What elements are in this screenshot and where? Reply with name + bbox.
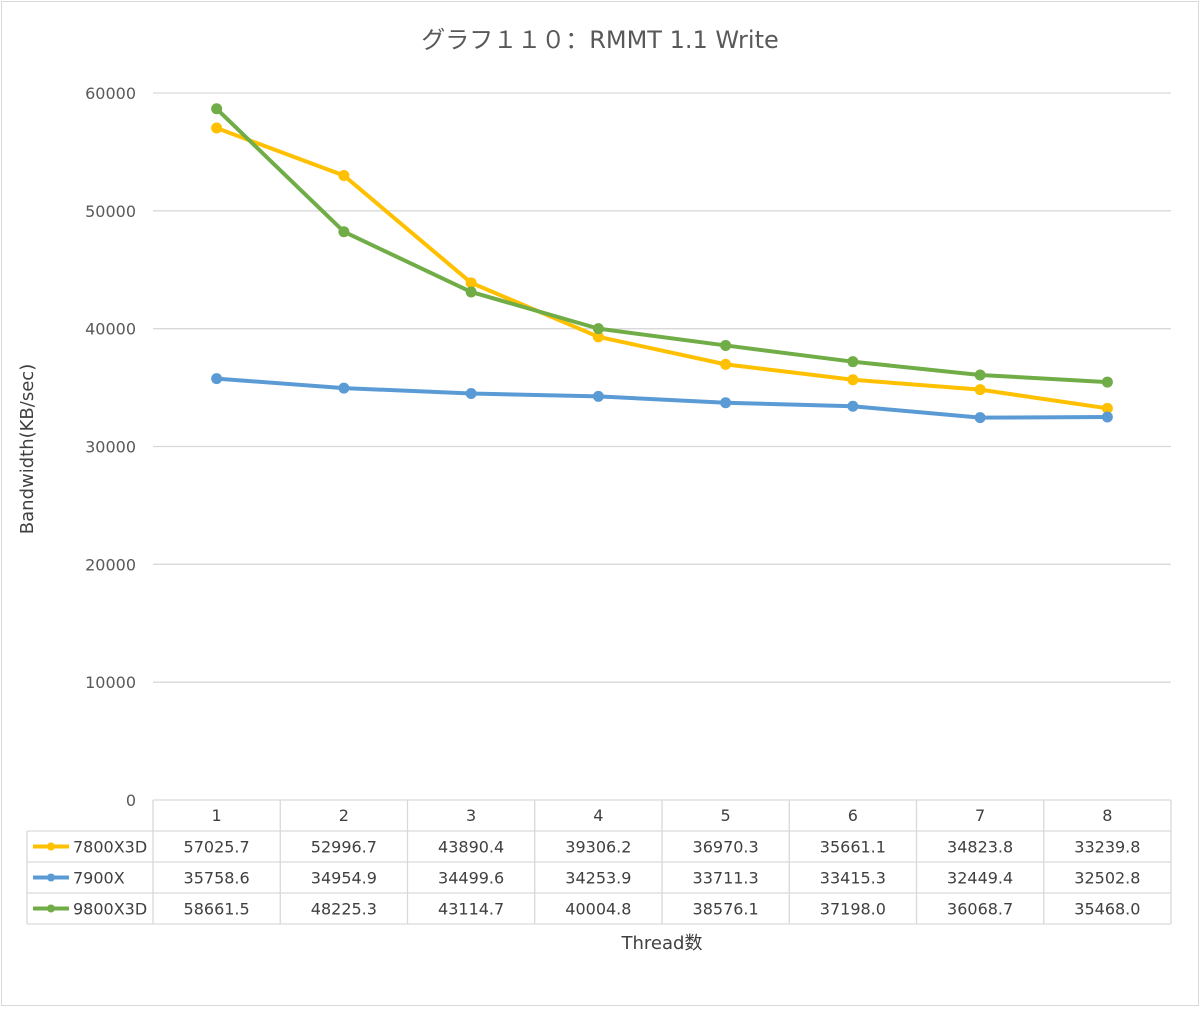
data-label: 34253.9 xyxy=(565,869,631,888)
data-point xyxy=(592,390,604,402)
x-tick-label: 8 xyxy=(1102,806,1112,825)
data-label: 33239.8 xyxy=(1074,838,1140,857)
legend-label: 7800X3D xyxy=(73,838,147,857)
data-point xyxy=(338,382,350,394)
data-label: 40004.8 xyxy=(565,900,631,919)
y-tick-label: 20000 xyxy=(85,555,136,574)
legend-label: 9800X3D xyxy=(73,900,147,919)
y-tick-label: 30000 xyxy=(85,438,136,457)
data-label: 35758.6 xyxy=(184,869,250,888)
y-axis-title: Bandwidth(KB/sec) xyxy=(17,364,38,534)
data-label: 32449.4 xyxy=(947,869,1013,888)
y-tick-label: 10000 xyxy=(85,673,136,692)
series-line xyxy=(214,126,1110,411)
legend-key-marker xyxy=(47,842,55,851)
data-point xyxy=(465,286,477,298)
data-point xyxy=(211,103,223,115)
chart-title: グラフ１１０：RMMT 1.1 Write xyxy=(421,26,779,54)
y-tick-label: 40000 xyxy=(85,320,136,339)
x-axis-title: Thread数 xyxy=(621,933,703,954)
data-point xyxy=(592,331,604,343)
data-label: 32502.8 xyxy=(1074,869,1140,888)
x-tick-label: 7 xyxy=(975,806,985,825)
data-label: 35468.0 xyxy=(1074,900,1140,919)
data-point xyxy=(974,369,986,381)
data-point xyxy=(847,374,859,386)
data-point xyxy=(211,122,223,134)
series-lines xyxy=(211,103,1113,424)
data-point xyxy=(720,339,732,351)
data-label: 36970.3 xyxy=(693,838,759,857)
y-tick-label: 50000 xyxy=(85,202,136,221)
legend-label: 7900X xyxy=(73,869,125,888)
x-tick-label: 2 xyxy=(339,806,349,825)
data-point xyxy=(592,323,604,335)
data-point xyxy=(720,397,732,409)
x-tick-label: 1 xyxy=(212,806,222,825)
data-label: 35661.1 xyxy=(820,838,886,857)
data-table: 1 2 3 4 5 6 7 8 7800X3D 57025.7 52996.7 43890.4 3930… xyxy=(26,799,1172,925)
data-point xyxy=(1101,402,1113,414)
series-line xyxy=(214,376,1110,420)
data-label: 37198.0 xyxy=(820,900,886,919)
data-label: 43114.7 xyxy=(438,900,504,919)
data-point xyxy=(338,170,350,182)
series-line xyxy=(214,106,1110,385)
legend-key-marker xyxy=(47,873,55,882)
data-label: 58661.5 xyxy=(184,900,250,919)
data-label: 52996.7 xyxy=(311,838,377,857)
data-label: 33415.3 xyxy=(820,869,886,888)
data-point xyxy=(1101,411,1113,423)
data-point xyxy=(847,400,859,412)
gridlines xyxy=(153,92,1171,683)
data-point xyxy=(465,277,477,289)
data-point xyxy=(720,358,732,370)
data-label: 36068.7 xyxy=(947,900,1013,919)
data-label: 48225.3 xyxy=(311,900,377,919)
data-label: 43890.4 xyxy=(438,838,504,857)
data-point xyxy=(338,226,350,238)
data-label: 34823.8 xyxy=(947,838,1013,857)
data-point xyxy=(465,387,477,399)
y-tick-label: 0 xyxy=(126,791,136,810)
data-label: 34499.6 xyxy=(438,869,504,888)
data-point xyxy=(974,384,986,396)
x-tick-label: 6 xyxy=(848,806,858,825)
data-point xyxy=(211,373,223,385)
x-tick-label: 4 xyxy=(593,806,603,825)
data-label: 57025.7 xyxy=(184,838,250,857)
x-tick-label: 3 xyxy=(466,806,476,825)
data-point xyxy=(847,356,859,368)
x-tick-label: 5 xyxy=(721,806,731,825)
y-tick-label: 60000 xyxy=(85,84,136,103)
data-label: 38576.1 xyxy=(693,900,759,919)
data-label: 39306.2 xyxy=(565,838,631,857)
data-point xyxy=(974,412,986,424)
data-label: 34954.9 xyxy=(311,869,377,888)
data-point xyxy=(1101,376,1113,388)
data-label: 33711.3 xyxy=(693,869,759,888)
y-axis-ticks: 0 10000 20000 30000 40000 50000 60000 xyxy=(85,84,136,810)
legend-key-marker xyxy=(47,904,55,913)
